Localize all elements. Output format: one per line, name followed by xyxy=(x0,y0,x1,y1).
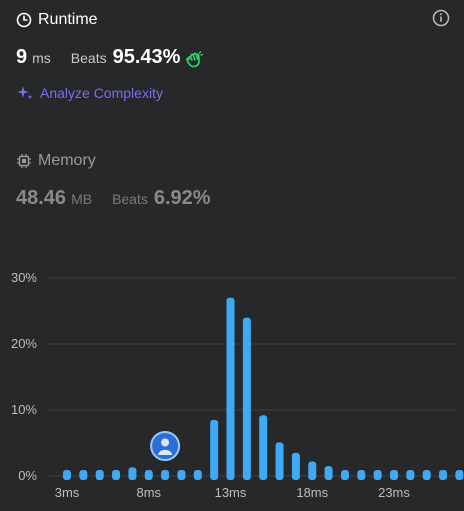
bar xyxy=(275,442,284,480)
memory-values: 48.46 MB Beats 6.92% xyxy=(16,187,211,215)
y-tick-label: 10% xyxy=(11,402,37,417)
bar xyxy=(193,470,202,480)
runtime-value: 9 xyxy=(16,46,28,68)
analyze-complexity-link[interactable]: Analyze Complexity xyxy=(16,83,163,103)
runtime-unit: ms xyxy=(32,50,51,66)
bar xyxy=(291,452,300,480)
memory-unit: MB xyxy=(71,191,93,207)
bar xyxy=(357,470,366,480)
bar xyxy=(177,470,186,480)
clock-icon xyxy=(16,12,32,28)
y-tick-label: 20% xyxy=(11,336,37,351)
memory-beats-label: Beats xyxy=(112,191,148,207)
user-avatar-marker[interactable] xyxy=(150,431,181,461)
x-tick-label: 3ms xyxy=(55,485,80,500)
info-icon[interactable] xyxy=(432,9,450,27)
chip-icon xyxy=(17,154,31,168)
bar xyxy=(95,470,104,480)
bar xyxy=(210,419,219,480)
runtime-beats-value: 95.43% xyxy=(112,46,181,68)
bar xyxy=(422,470,431,480)
bar xyxy=(373,470,382,480)
runtime-distribution-chart: 0% 10% 20% 30% 3ms 8ms 13ms 18ms 23ms xyxy=(11,270,464,500)
x-tick-label: 8ms xyxy=(136,485,161,500)
x-tick-label: 23ms xyxy=(378,485,410,500)
bar xyxy=(112,470,121,480)
bar xyxy=(390,470,398,480)
bar xyxy=(63,470,71,480)
y-tick-label: 30% xyxy=(11,270,37,285)
bar xyxy=(128,467,137,480)
x-tick-label: 18ms xyxy=(296,485,328,500)
clapping-hands-icon xyxy=(186,51,204,68)
bar xyxy=(144,470,153,480)
bar xyxy=(259,415,268,480)
runtime-values: 9 ms Beats 95.43% xyxy=(16,46,204,74)
x-tick-label: 13ms xyxy=(215,485,247,500)
runtime-beats-label: Beats xyxy=(70,50,107,66)
bar xyxy=(226,297,235,480)
bar xyxy=(439,470,448,480)
bar xyxy=(455,470,464,480)
bar xyxy=(340,470,349,480)
memory-title: Memory xyxy=(38,152,96,169)
bar xyxy=(324,466,333,480)
memory-value: 48.46 xyxy=(16,187,67,209)
bar xyxy=(161,470,170,480)
memory-beats-value: 6.92% xyxy=(153,187,211,209)
runtime-title: Runtime xyxy=(38,11,98,28)
analyze-complexity-label[interactable]: Analyze Complexity xyxy=(40,85,163,101)
sparkle-icon xyxy=(17,86,33,100)
bar xyxy=(406,470,415,480)
bar xyxy=(79,470,88,480)
bar xyxy=(308,461,317,480)
bar xyxy=(242,317,251,480)
runtime-header: Runtime xyxy=(16,10,98,30)
y-tick-label: 0% xyxy=(18,468,37,483)
memory-header: Memory xyxy=(16,151,96,171)
